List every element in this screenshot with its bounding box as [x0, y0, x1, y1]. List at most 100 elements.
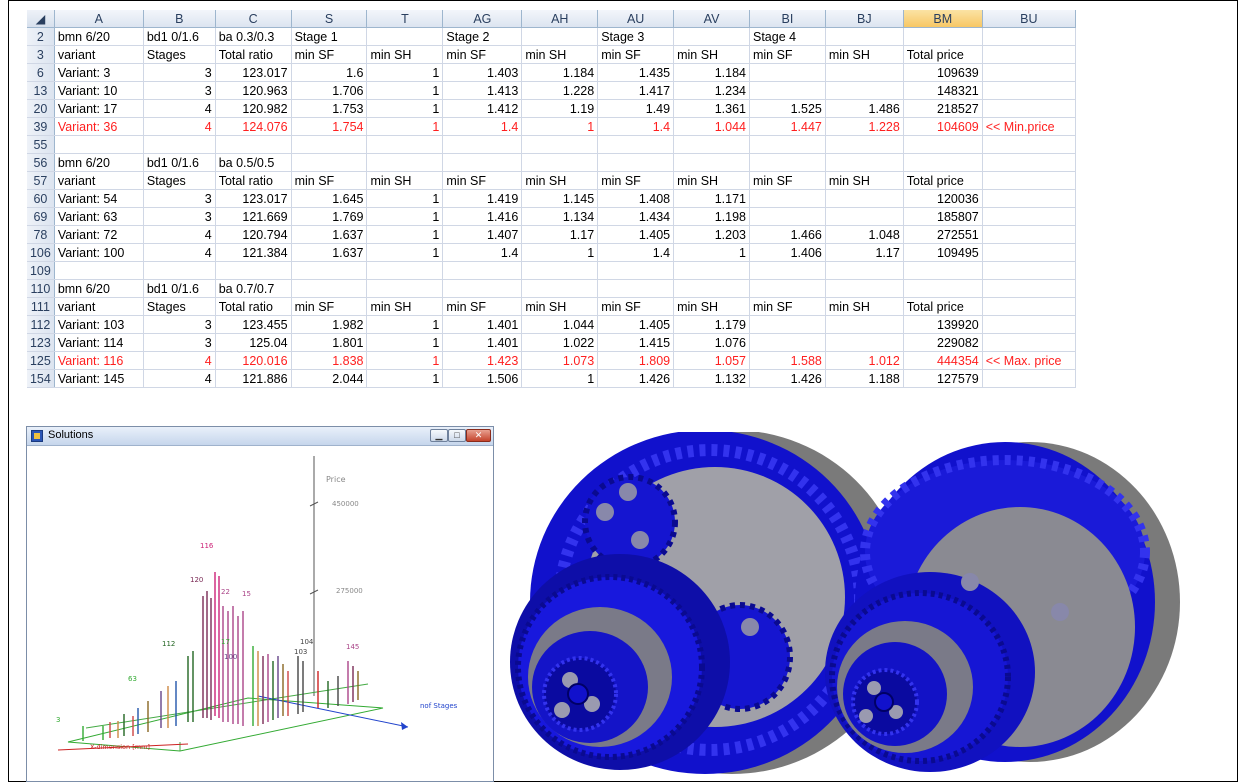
row-header[interactable]: 20 [27, 99, 55, 118]
cell[interactable] [597, 153, 675, 172]
cell[interactable]: 185807 [903, 207, 983, 226]
cell[interactable] [982, 27, 1077, 46]
cell[interactable]: 1.19 [521, 99, 599, 118]
cell[interactable] [982, 315, 1077, 334]
cell[interactable]: 3 [143, 207, 216, 226]
cell[interactable]: 1 [366, 315, 444, 334]
cell[interactable] [749, 63, 826, 82]
cell[interactable]: min SF [597, 171, 675, 190]
cell[interactable]: 123.455 [215, 315, 292, 334]
cell[interactable] [982, 135, 1077, 154]
cell[interactable]: min SH [673, 171, 750, 190]
cell[interactable]: 218527 [903, 99, 983, 118]
cell[interactable]: 1.486 [825, 99, 904, 118]
cell[interactable]: 1.417 [597, 81, 675, 100]
cell[interactable]: 1.044 [673, 117, 750, 136]
select-all-corner[interactable]: ◢ [27, 10, 55, 28]
maximize-button[interactable]: □ [448, 429, 466, 442]
cell[interactable]: 121.384 [215, 243, 292, 262]
cell[interactable]: 444354 [903, 351, 983, 370]
row-header[interactable]: 6 [27, 63, 55, 82]
cell[interactable] [215, 261, 292, 280]
cell[interactable]: 1.4 [442, 243, 523, 262]
cell[interactable]: Total ratio [215, 297, 292, 316]
column-header-av[interactable]: AV [673, 10, 750, 28]
cell[interactable] [982, 225, 1077, 244]
cell[interactable]: 1.401 [442, 315, 523, 334]
cell[interactable]: 4 [143, 225, 216, 244]
cell[interactable]: 1.426 [597, 369, 675, 388]
window-titlebar[interactable]: Solutions ▁ □ ✕ [27, 427, 493, 446]
cell[interactable]: Stage 3 [597, 27, 675, 46]
row-header[interactable]: 60 [27, 189, 55, 208]
row-header[interactable]: 123 [27, 333, 55, 352]
cell[interactable]: min SH [825, 171, 904, 190]
cell[interactable] [825, 63, 904, 82]
cell[interactable]: ba 0.5/0.5 [215, 153, 292, 172]
cell[interactable]: 1.637 [291, 225, 368, 244]
cell[interactable]: min SF [442, 171, 523, 190]
cell[interactable] [903, 261, 983, 280]
cell[interactable] [143, 261, 216, 280]
minimize-button[interactable]: ▁ [430, 429, 448, 442]
cell[interactable]: 1 [366, 243, 444, 262]
cell[interactable]: min SH [366, 45, 444, 64]
cell[interactable]: 1.228 [825, 117, 904, 136]
cell[interactable]: 1.588 [749, 351, 826, 370]
cell[interactable]: min SF [749, 297, 826, 316]
cell[interactable]: Variant: 36 [54, 117, 144, 136]
cell[interactable] [521, 279, 599, 298]
cell[interactable]: 1.401 [442, 333, 523, 352]
cell[interactable] [143, 135, 216, 154]
cell[interactable]: 1.405 [597, 225, 675, 244]
cell[interactable]: 1 [366, 369, 444, 388]
cell[interactable]: 1.234 [673, 81, 750, 100]
cell[interactable]: 1.022 [521, 333, 599, 352]
cell[interactable] [521, 27, 599, 46]
row-header[interactable]: 3 [27, 45, 55, 64]
cell[interactable]: min SF [442, 297, 523, 316]
cell[interactable] [442, 261, 523, 280]
cell[interactable]: variant [54, 297, 144, 316]
cell[interactable]: Stage 4 [749, 27, 826, 46]
cell[interactable]: 4 [143, 99, 216, 118]
cell[interactable] [749, 135, 826, 154]
column-header-t[interactable]: T [366, 10, 444, 28]
cell[interactable]: 1.228 [521, 81, 599, 100]
cell[interactable]: min SF [291, 171, 368, 190]
cell[interactable]: 148321 [903, 81, 983, 100]
cell[interactable]: 3 [143, 189, 216, 208]
cell[interactable] [982, 171, 1077, 190]
cell[interactable] [982, 333, 1077, 352]
cell[interactable]: Variant: 10 [54, 81, 144, 100]
cell[interactable]: 1.073 [521, 351, 599, 370]
cell[interactable]: ba 0.7/0.7 [215, 279, 292, 298]
close-button[interactable]: ✕ [466, 429, 491, 442]
cell[interactable] [366, 261, 444, 280]
cell[interactable] [442, 135, 523, 154]
cell[interactable]: 1.048 [825, 225, 904, 244]
cell[interactable] [982, 207, 1077, 226]
cell[interactable]: Stage 1 [291, 27, 368, 46]
cell[interactable] [982, 279, 1077, 298]
cell[interactable]: Total ratio [215, 45, 292, 64]
cell[interactable]: Variant: 100 [54, 243, 144, 262]
cell[interactable] [903, 27, 983, 46]
cell[interactable]: 1.4 [597, 117, 675, 136]
cell[interactable]: Stages [143, 297, 216, 316]
cell[interactable] [291, 135, 368, 154]
cell[interactable]: Variant: 3 [54, 63, 144, 82]
cell[interactable] [825, 135, 904, 154]
column-header-ah[interactable]: AH [521, 10, 599, 28]
cell[interactable] [215, 135, 292, 154]
cell[interactable] [54, 261, 144, 280]
cell[interactable]: min SF [291, 297, 368, 316]
column-header-ag[interactable]: AG [442, 10, 523, 28]
cell[interactable] [749, 189, 826, 208]
cell[interactable]: 1 [366, 117, 444, 136]
cell[interactable] [825, 315, 904, 334]
cell[interactable]: 120.963 [215, 81, 292, 100]
cell[interactable]: bmn 6/20 [54, 153, 144, 172]
cell[interactable]: 139920 [903, 315, 983, 334]
row-header[interactable]: 125 [27, 351, 55, 370]
